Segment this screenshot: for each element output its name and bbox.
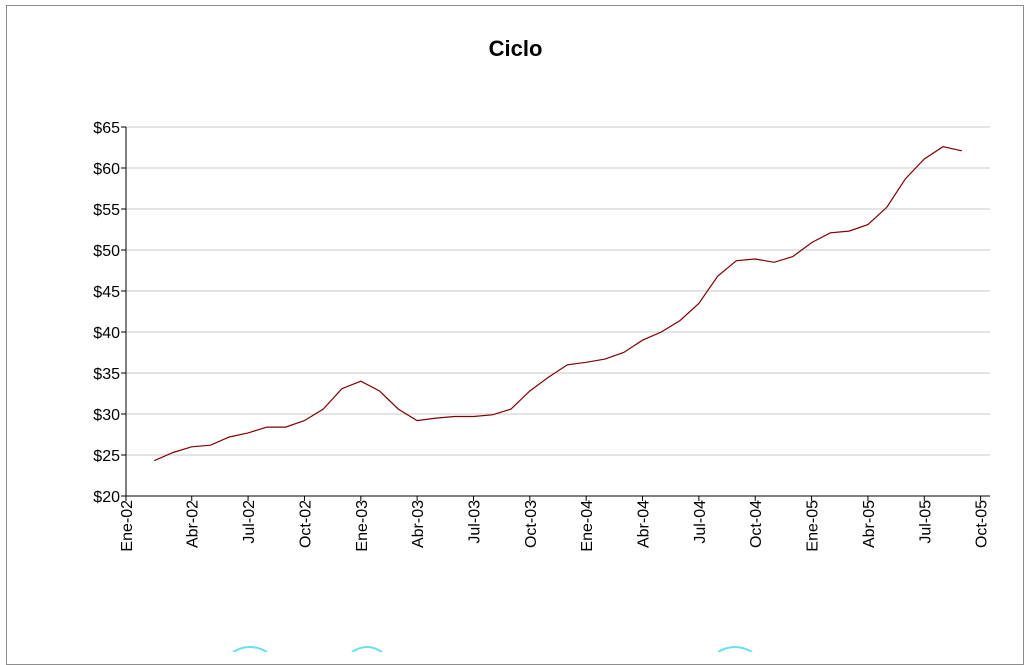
cyan-arc-decoration [233,647,267,652]
cyan-arc-decoration [718,647,752,652]
cyan-arc-decoration [352,647,382,652]
